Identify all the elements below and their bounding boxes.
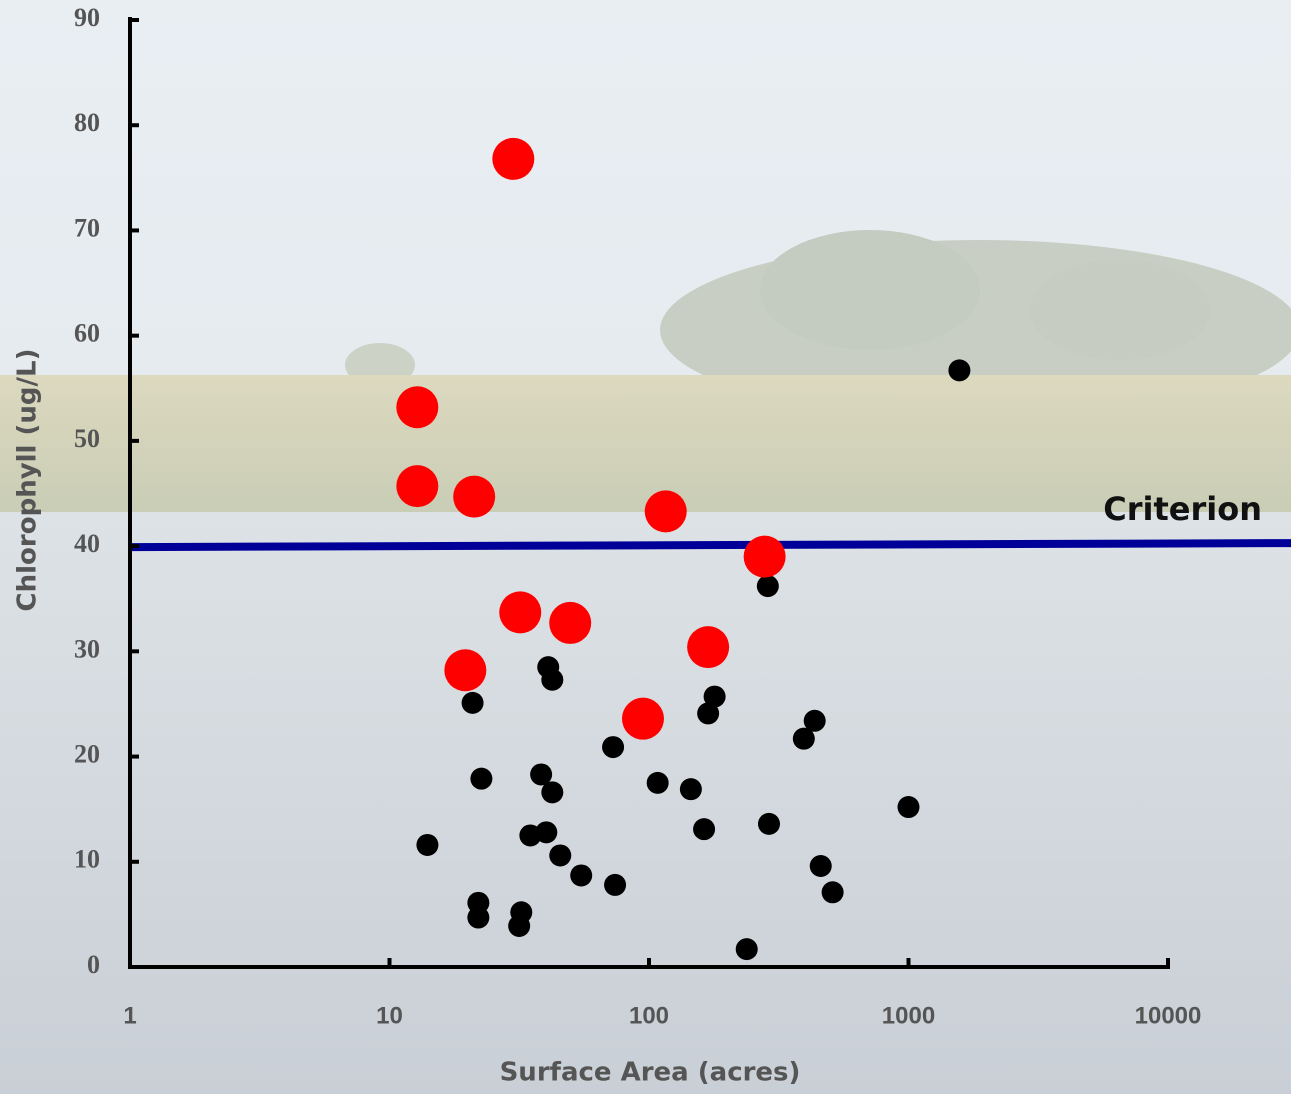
x-tick-label: 10000 [1135, 1002, 1202, 1029]
point [621, 697, 664, 740]
y-tick-label: 90 [74, 3, 100, 32]
y-tick-label: 40 [74, 529, 100, 558]
y-tick-label: 80 [74, 108, 100, 137]
point [467, 906, 490, 929]
point [679, 778, 702, 801]
point [519, 824, 542, 847]
point [499, 591, 542, 634]
point [461, 691, 484, 714]
point [570, 864, 593, 887]
point [756, 575, 779, 598]
point [809, 854, 832, 877]
point [604, 873, 627, 896]
x-tick-label: 10 [376, 1002, 403, 1029]
point [646, 771, 669, 794]
point [549, 844, 572, 867]
y-tick-label: 60 [74, 319, 100, 348]
point [444, 649, 487, 692]
x-tick-label: 100 [629, 1002, 669, 1029]
point [453, 475, 496, 518]
point [508, 914, 531, 937]
y-axis-title: Chlorophyll (ug/L) [13, 349, 43, 612]
point [948, 359, 971, 382]
point [743, 535, 786, 578]
point [735, 938, 758, 961]
point [803, 709, 826, 732]
point [396, 465, 439, 508]
y-tick-label: 50 [74, 424, 100, 453]
y-tick-label: 70 [74, 213, 100, 242]
x-tick-label: 1 [123, 1002, 136, 1029]
reference-line [129, 539, 1291, 552]
y-tick-label: 30 [74, 634, 100, 663]
point [703, 685, 726, 708]
point [602, 736, 625, 759]
point [792, 727, 815, 750]
point [693, 818, 716, 841]
point [644, 490, 687, 533]
point [541, 781, 564, 804]
x-tick-label: 1000 [882, 1002, 935, 1029]
point [470, 767, 493, 790]
point [541, 668, 564, 691]
point [897, 796, 920, 819]
y-tick-label: 10 [74, 845, 100, 874]
point [416, 833, 439, 856]
point [530, 763, 553, 786]
point [492, 137, 535, 180]
point [697, 702, 720, 725]
x-axis-title: Surface Area (acres) [500, 1058, 801, 1088]
point [396, 386, 439, 429]
point [757, 812, 780, 835]
point [687, 626, 730, 669]
y-tick-label: 20 [74, 740, 100, 769]
y-tick-label: 0 [87, 950, 100, 979]
reference-label: Criterion [1103, 490, 1262, 528]
point [821, 881, 844, 904]
point [549, 601, 592, 644]
